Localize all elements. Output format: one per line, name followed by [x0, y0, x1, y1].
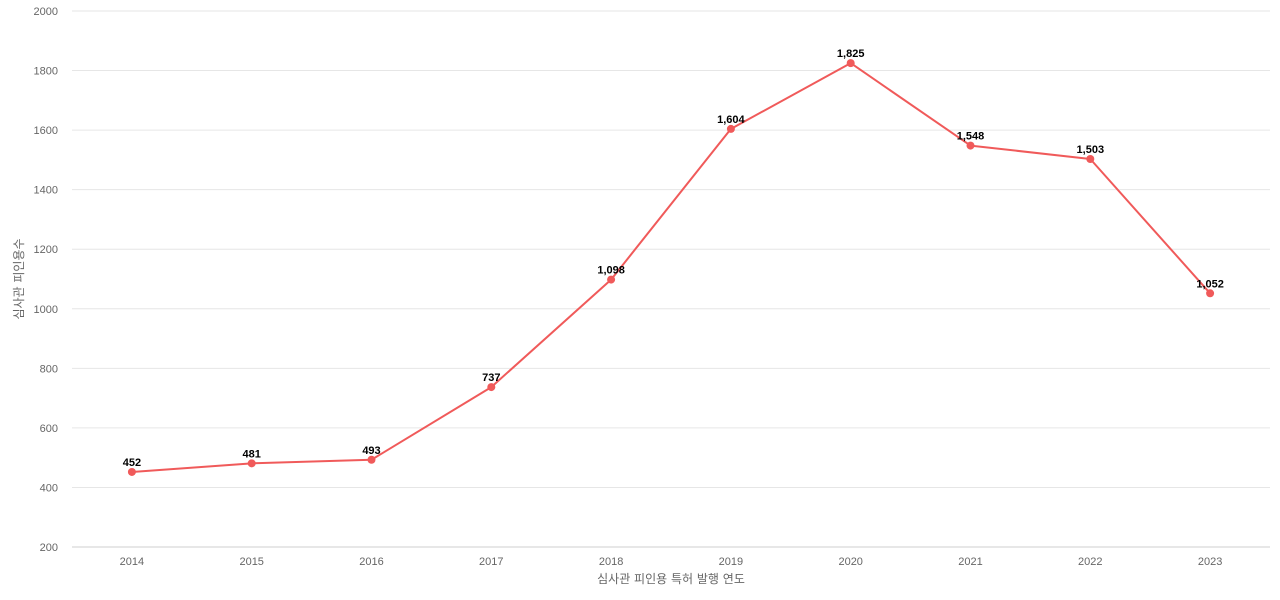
data-labels: 452 481 493 737 1,098 1,604 1,825 1,548 1,503 1,0…	[123, 48, 1224, 469]
y-tick-label: 200	[40, 542, 58, 554]
series-line	[130, 62, 1212, 473]
series-layer	[130, 62, 1212, 473]
y-tick-label: 600	[40, 423, 58, 435]
x-tick-label: 2017	[479, 556, 503, 568]
data-point[interactable]	[127, 467, 136, 476]
y-tick-label: 1200	[34, 244, 58, 256]
x-axis-ticks: 2014 2015 2016 2017 2018 2019 2020 2021 2022 2023	[120, 556, 1223, 568]
data-label: 1,825	[837, 48, 865, 60]
data-point[interactable]	[367, 455, 376, 464]
x-tick-label: 2018	[599, 556, 623, 568]
y-tick-label: 1400	[34, 185, 58, 197]
x-tick-label: 2016	[359, 556, 383, 568]
data-point[interactable]	[487, 383, 496, 392]
y-tick-label: 800	[40, 363, 58, 375]
data-label: 1,604	[717, 114, 745, 126]
data-point[interactable]	[966, 141, 975, 150]
data-label: 737	[482, 372, 500, 384]
gridlines	[72, 10, 1270, 548]
data-label: 481	[243, 448, 261, 460]
data-label: 1,548	[957, 131, 985, 143]
data-point[interactable]	[846, 59, 855, 68]
y-tick-label: 1600	[34, 125, 58, 137]
y-axis-ticks: 200 400 600 800 1000 1200 1400 1600 1800 2000	[34, 6, 58, 554]
y-tick-label: 2000	[34, 6, 58, 18]
x-tick-label: 2023	[1198, 556, 1222, 568]
y-tick-label: 1000	[34, 304, 58, 316]
x-tick-label: 2020	[838, 556, 862, 568]
points-layer	[127, 59, 1215, 476]
data-point[interactable]	[1206, 289, 1215, 298]
x-tick-label: 2015	[239, 556, 263, 568]
x-axis-title: 심사관 피인용 특허 발행 연도	[597, 571, 745, 586]
data-point[interactable]	[726, 124, 735, 133]
data-point[interactable]	[1086, 154, 1095, 163]
y-tick-label: 400	[40, 482, 58, 494]
data-label: 452	[123, 457, 141, 469]
data-label: 1,503	[1077, 144, 1105, 156]
data-point[interactable]	[247, 459, 256, 468]
y-tick-label: 1800	[34, 66, 58, 78]
x-tick-label: 2019	[719, 556, 743, 568]
data-point[interactable]	[607, 275, 616, 284]
x-tick-label: 2014	[120, 556, 144, 568]
y-axis-title: 심사관 피인용수	[12, 238, 26, 319]
data-label: 1,052	[1196, 278, 1224, 290]
x-tick-label: 2021	[958, 556, 982, 568]
data-label: 1,098	[597, 265, 625, 277]
x-tick-label: 2022	[1078, 556, 1102, 568]
data-label: 493	[362, 445, 380, 457]
